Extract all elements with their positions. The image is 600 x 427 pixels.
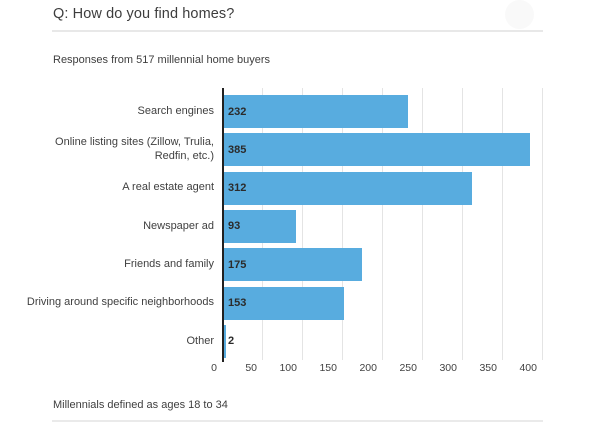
chart-question-title: Q: How do you find homes?: [53, 6, 235, 22]
gridline: [342, 88, 343, 360]
y-axis-line: [222, 88, 224, 362]
x-tick-label: 300: [439, 362, 457, 374]
gridline: [542, 88, 543, 360]
bar-value-label: 93: [228, 220, 241, 233]
gridline: [302, 88, 303, 360]
gridline: [382, 88, 383, 360]
x-tick-label: 150: [319, 362, 337, 374]
x-tick-label: 400: [519, 362, 537, 374]
top-divider: [52, 30, 543, 32]
bar-value-label: 385: [228, 143, 247, 156]
bar: [222, 248, 362, 282]
bar: [222, 171, 472, 205]
gridline: [462, 88, 463, 360]
footnote: Millennials defined as ages 18 to 34: [53, 399, 228, 411]
bar-value-label: 232: [228, 105, 247, 118]
chart-subtitle: Responses from 517 millennial home buyer…: [53, 54, 271, 66]
category-label: Other: [186, 334, 214, 347]
bar-value-label: 175: [228, 258, 247, 271]
bottom-divider: [52, 420, 543, 422]
category-label: Online listing sites (Zillow, Trulia, Red…: [55, 136, 214, 162]
x-tick-label: 100: [279, 362, 297, 374]
bar: [222, 286, 345, 320]
category-label: Search engines: [137, 104, 214, 117]
plot-area: 232 385 312 93 175 153 2: [222, 88, 560, 362]
gridline: [422, 88, 423, 360]
x-tick-label: 200: [359, 362, 377, 374]
bar-value-label: 312: [228, 182, 247, 195]
bar: [222, 95, 408, 128]
bar: [222, 133, 530, 167]
bar-value-label: 153: [228, 297, 247, 310]
x-tick-label: 0: [211, 362, 217, 374]
category-label: Driving around specific neighborhoods: [26, 296, 214, 309]
category-label: Newspaper ad: [143, 219, 214, 232]
category-label: A real estate agent: [122, 181, 214, 194]
watermark-circle: [505, 0, 534, 29]
x-tick-label: 50: [245, 362, 257, 374]
gridline: [502, 88, 503, 360]
x-tick-label: 250: [399, 362, 417, 374]
x-tick-label: 350: [479, 362, 497, 374]
bar-value-label: 2: [228, 335, 235, 348]
bar: [222, 209, 297, 243]
bar: [222, 324, 226, 358]
category-label: Friends and family: [124, 258, 214, 271]
